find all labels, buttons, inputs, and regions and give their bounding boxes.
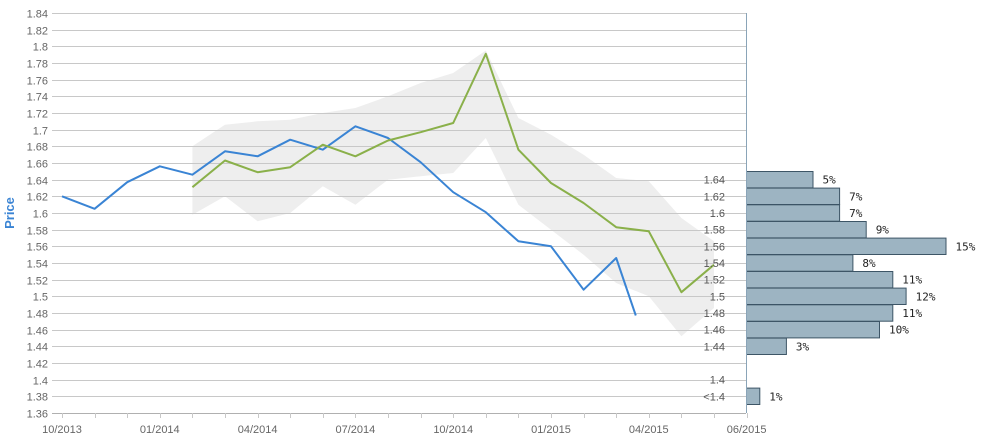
x-tick-label: 01/2014 — [140, 424, 180, 436]
distribution-percent-label: 11% — [902, 307, 922, 320]
distribution-bars-layer — [746, 171, 947, 406]
y-tick-label: 1.8 — [33, 42, 48, 54]
distribution-bar — [746, 304, 894, 322]
y-tick-label: 1.42 — [27, 359, 48, 371]
distribution-bin-label: 1.4 — [710, 375, 725, 387]
distribution-percent-label: 5% — [823, 174, 837, 187]
distribution-bin-label: <1.4 — [703, 391, 725, 403]
series-line-2 — [191, 52, 715, 294]
y-tick-label: 1.72 — [27, 109, 48, 121]
y-tick-label: 1.74 — [27, 92, 48, 104]
distribution-bin-label: 1.54 — [704, 258, 725, 270]
distribution-bin-label: 1.44 — [704, 341, 725, 353]
labels-layer: 5% 1.64 7% 1.62 7% 1.6 9% 1.58 15% 1.56 8% 1.54 11% 1… — [703, 174, 975, 404]
distribution-bin-label: 1.56 — [704, 241, 725, 253]
forecast-band — [192, 50, 714, 337]
y-tick-label: 1.54 — [27, 259, 48, 271]
series-lines-layer — [61, 52, 715, 316]
y-tick-label: 1.82 — [27, 26, 48, 38]
distribution-bar — [746, 287, 907, 306]
distribution-percent-label: 7% — [849, 207, 863, 220]
y-tick-label: 1.64 — [27, 176, 48, 188]
y-tick-label: 1.52 — [27, 276, 48, 288]
series-line-1 — [61, 125, 637, 316]
x-tick-label: 06/2015 — [727, 424, 767, 436]
distribution-bin-label: 1.64 — [704, 175, 725, 187]
y-tick-label: 1.4 — [33, 376, 48, 388]
y-tick-label: 1.48 — [27, 309, 48, 321]
distribution-bar — [746, 387, 761, 406]
x-tick-label: 01/2015 — [531, 424, 571, 436]
distribution-bar — [746, 254, 854, 272]
distribution-percent-label: 8% — [862, 257, 876, 270]
distribution-bin-label: 1.6 — [710, 208, 725, 220]
x-tick-label: 10/2013 — [42, 424, 82, 436]
distribution-bar — [746, 237, 947, 256]
distribution-bin-label: 1.48 — [704, 308, 725, 320]
distribution-percent-label: 1% — [769, 390, 783, 403]
y-tick-label: 1.7 — [33, 126, 48, 138]
distribution-bin-label: 1.62 — [704, 191, 725, 203]
distribution-percent-label: 12% — [916, 290, 936, 303]
distribution-bin-label: 1.5 — [710, 291, 725, 303]
distribution-percent-label: 15% — [956, 240, 976, 253]
y-tick-label: 1.38 — [27, 392, 48, 404]
distribution-percent-label: 10% — [889, 324, 909, 337]
distribution-bin-label: 1.52 — [704, 275, 725, 287]
y-tick-label: 1.76 — [27, 76, 48, 88]
y-tick-label: 1.46 — [27, 326, 48, 338]
y-tick-label: 1.66 — [27, 159, 48, 171]
y-tick-label: 1.58 — [27, 226, 48, 238]
distribution-bin-label: 1.58 — [704, 225, 725, 237]
y-axis-label: Price — [2, 197, 17, 229]
y-tick-label: 1.68 — [27, 142, 48, 154]
y-tick-label: 1.36 — [27, 409, 48, 421]
distribution-percent-label: 11% — [902, 274, 922, 287]
y-tick-label: 1.84 — [27, 9, 48, 21]
distribution-bar — [746, 321, 880, 339]
y-tick-label: 1.62 — [27, 192, 48, 204]
distribution-percent-label: 7% — [849, 190, 863, 203]
x-tick-label: 10/2014 — [433, 424, 473, 436]
distribution-bar — [746, 187, 841, 206]
y-tick-label: 1.5 — [33, 292, 48, 304]
axes-layer: 1.84 1.82 1.8 1.78 1.76 1.74 1.72 1.7 1.68 1.66 1.… — [27, 9, 767, 437]
distribution-bar — [746, 337, 787, 356]
distribution-bar — [746, 171, 814, 189]
y-tick-label: 1.44 — [27, 342, 48, 354]
distribution-bar — [746, 204, 841, 222]
x-tick-label: 04/2014 — [238, 424, 278, 436]
distribution-percent-label: 3% — [796, 340, 810, 353]
x-tick-label: 04/2015 — [629, 424, 669, 436]
y-tick-label: 1.56 — [27, 242, 48, 254]
y-tick-label: 1.78 — [27, 59, 48, 71]
x-tick-label: 07/2014 — [336, 424, 376, 436]
distribution-percent-label: 9% — [876, 224, 890, 237]
grid-layer — [52, 13, 746, 414]
y-tick-label: 1.6 — [33, 209, 48, 221]
distribution-bin-label: 1.46 — [704, 325, 725, 337]
forecast-band-layer — [192, 50, 714, 337]
distribution-bar — [746, 221, 867, 239]
distribution-bar — [746, 271, 894, 289]
